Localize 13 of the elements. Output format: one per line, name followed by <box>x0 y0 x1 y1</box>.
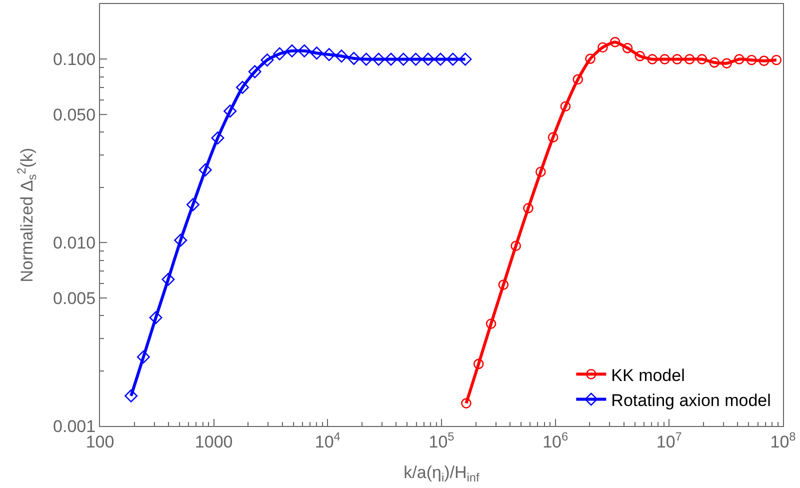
x-tick-label: 1000 <box>194 432 233 452</box>
x-axis-title: k/a(η$_{i}$)/H$_{inf}$ <box>404 462 480 484</box>
x-tick-label: 10$^{8}$ <box>770 429 796 452</box>
legend-label: Rotating axion model <box>611 390 771 410</box>
x-tick-label: 10$^{4}$ <box>314 429 341 452</box>
x-tick-label: 10$^{5}$ <box>428 429 455 452</box>
y-tick-label: 0.100 <box>53 50 96 70</box>
x-tick-label: 10$^{6}$ <box>542 429 568 452</box>
legend-label: KK model <box>611 366 685 385</box>
y-tick-label: 0.005 <box>53 288 96 308</box>
y-tick-label: 0.010 <box>53 234 96 253</box>
x-tick-label: 10$^{7}$ <box>656 429 682 452</box>
y-tick-label: 0.050 <box>53 105 96 124</box>
